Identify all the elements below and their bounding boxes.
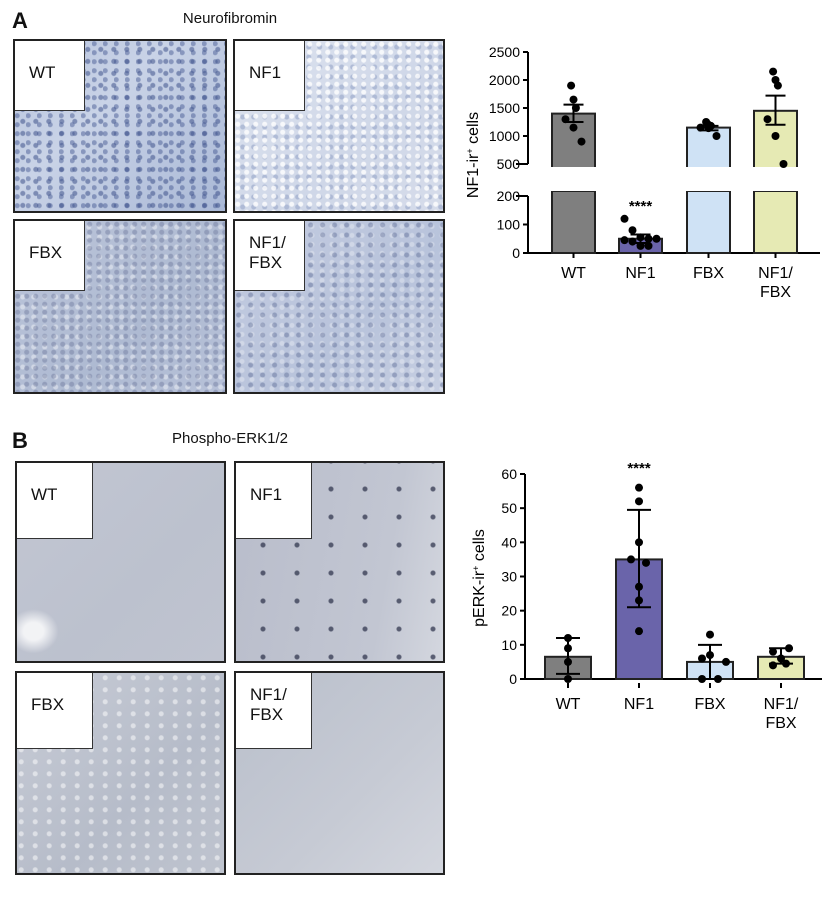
svg-text:1000: 1000	[489, 128, 520, 144]
svg-text:pERK-ir+ cells: pERK-ir+ cells	[471, 529, 488, 627]
significance-marker: ****	[627, 460, 651, 477]
micrograph-b-nf1: NF1	[234, 461, 445, 663]
micrograph-a-nf1: NF1	[233, 39, 445, 213]
svg-text:0: 0	[512, 245, 520, 261]
micrograph-a-wt: WT	[13, 39, 227, 213]
svg-text:30: 30	[501, 569, 517, 585]
svg-text:NF1: NF1	[624, 696, 654, 713]
bar-fbx: FBX	[686, 630, 734, 713]
svg-text:2500: 2500	[489, 44, 520, 60]
bar-fbx: FBX	[685, 118, 732, 282]
svg-text:FBX: FBX	[694, 696, 725, 713]
micrograph-label: NF1	[235, 41, 305, 111]
micrograph-label: NF1/ FBX	[236, 673, 312, 749]
svg-text:500: 500	[497, 156, 521, 172]
tick-labels: 500 1000 1500 2000 2500 0 100 200	[489, 44, 520, 261]
svg-text:NF1/: NF1/	[764, 696, 799, 713]
svg-text:NF1: NF1	[625, 265, 655, 282]
micrograph-a-fbx: FBX	[13, 219, 227, 394]
bars: WT NF1 FBX NF1/FBX****	[544, 460, 805, 732]
svg-text:FBX: FBX	[765, 715, 796, 732]
micrograph-b-wt: WT	[15, 461, 226, 663]
micrograph-b-fbx: FBX	[15, 671, 226, 875]
micrograph-label: FBX	[17, 673, 93, 749]
chart-perk: pERK-ir+ cells WT NF1 FBX NF1/FBX**** 01020…	[471, 460, 822, 732]
svg-text:20: 20	[501, 603, 517, 619]
panel-a-letter: A	[12, 8, 28, 33]
bar-wt: WT	[550, 81, 597, 282]
bar-nf1-fbx: NF1/FBX	[757, 644, 805, 732]
significance-marker: ****	[629, 198, 653, 215]
chart-neurofibromin: NF1-ir+ cells WT NF1 FBX NF1/FBX**** 500100…	[465, 44, 820, 301]
bars: WT NF1 FBX NF1/FBX****	[550, 67, 799, 301]
micrograph-label: NF1	[236, 463, 312, 539]
svg-text:0: 0	[509, 671, 517, 687]
bar-nf1-fbx: NF1/FBX	[752, 67, 799, 301]
micrograph-a-nf1-fbx: NF1/ FBX	[233, 219, 445, 394]
micrograph-label: WT	[15, 41, 85, 111]
bar-wt: WT	[544, 634, 592, 713]
svg-text:200: 200	[497, 188, 521, 204]
micrograph-b-nf1-fbx: NF1/ FBX	[234, 671, 445, 875]
svg-text:NF1/: NF1/	[758, 265, 793, 282]
svg-text:40: 40	[501, 534, 517, 550]
micrograph-label: WT	[17, 463, 93, 539]
svg-text:50: 50	[501, 500, 517, 516]
tick-labels: 0 10 20 30 40 50 60	[501, 466, 517, 687]
svg-text:10: 10	[501, 637, 517, 653]
panel-a-title: Neurofibromin	[182, 10, 278, 27]
svg-text:2000: 2000	[489, 72, 520, 88]
panel-b-letter: B	[12, 428, 28, 453]
svg-text:60: 60	[501, 466, 517, 482]
bar-nf1: NF1	[615, 483, 663, 713]
y-axis-label: NF1-ir+ cells	[465, 112, 482, 198]
panel-b-title: Phospho-ERK1/2	[172, 430, 288, 447]
svg-text:NF1-ir+ cells: NF1-ir+ cells	[465, 112, 482, 198]
bar-nf1: NF1	[618, 214, 663, 282]
micrograph-label: NF1/ FBX	[235, 221, 305, 291]
svg-text:WT: WT	[556, 696, 581, 713]
svg-text:100: 100	[497, 217, 521, 233]
svg-text:FBX: FBX	[760, 284, 791, 301]
y-axis-label: pERK-ir+ cells	[471, 529, 488, 627]
svg-text:1500: 1500	[489, 100, 520, 116]
svg-text:FBX: FBX	[693, 265, 724, 282]
svg-text:WT: WT	[561, 265, 586, 282]
micrograph-label: FBX	[15, 221, 85, 291]
